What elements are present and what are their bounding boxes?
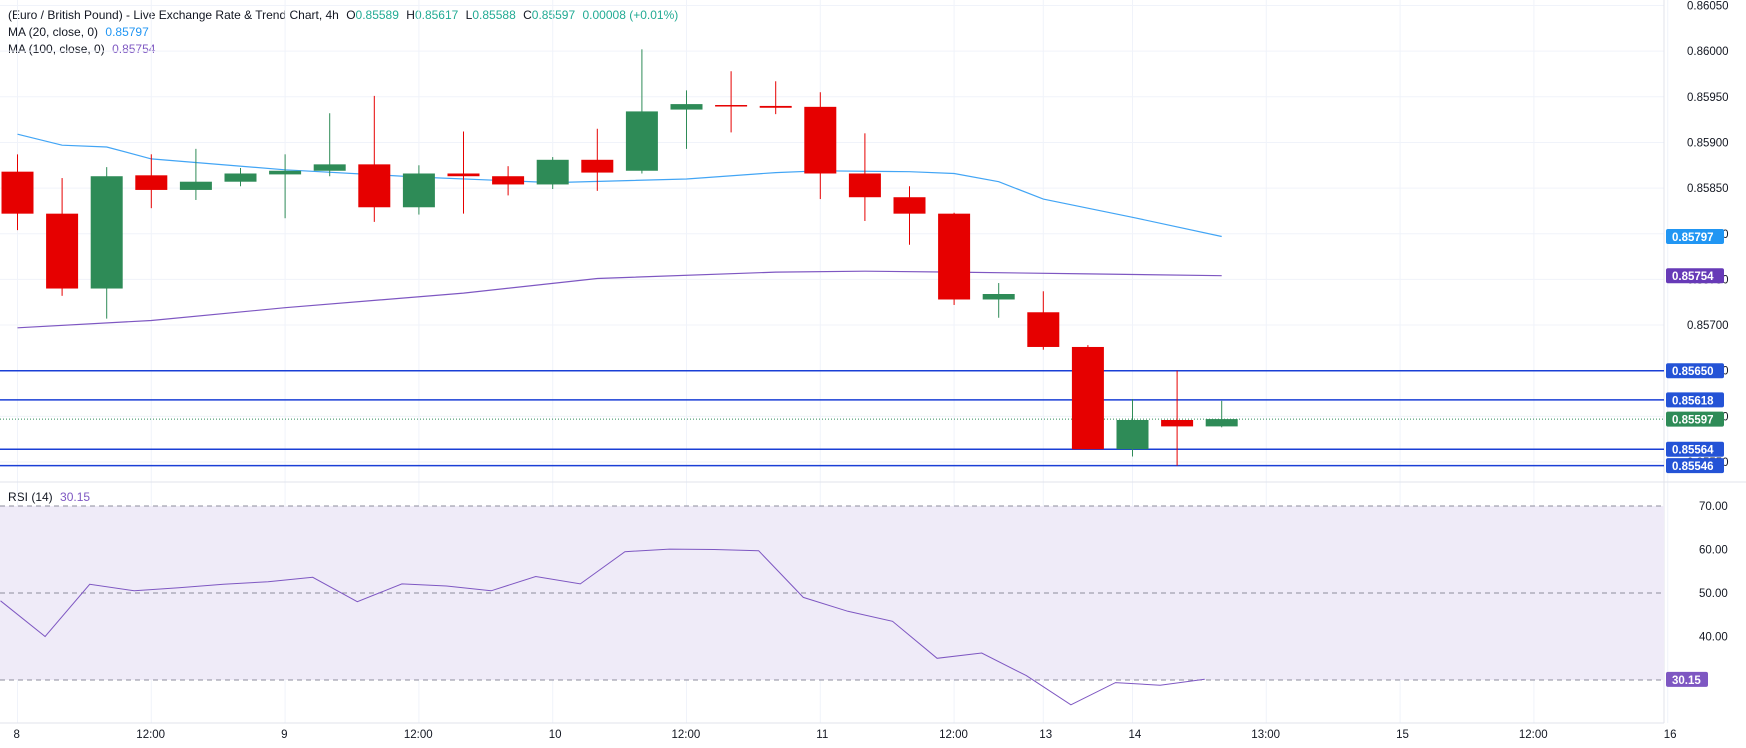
rsi-label: RSI (14): [8, 490, 53, 504]
time-tick-label: 12:00: [939, 729, 968, 741]
candle-body: [1, 171, 34, 214]
ma20-label: MA (20, close, 0): [8, 25, 99, 39]
rsi-tick-label: 50.00: [1699, 588, 1728, 600]
candle-body: [447, 173, 480, 177]
low-label: L0.85588: [465, 8, 516, 22]
candle-body: [269, 170, 302, 175]
candle-body: [90, 176, 123, 289]
rsi-value: 30.15: [60, 490, 91, 504]
price-tick-label: 0.85900: [1687, 137, 1729, 149]
price-axis-badge-text: 0.85797: [1672, 232, 1714, 244]
price-tick-label: 0.85700: [1687, 320, 1729, 332]
candle-body: [224, 173, 257, 182]
price-axis-badge: [1666, 392, 1724, 408]
candle-body: [848, 173, 881, 198]
price-axis-badge: [1666, 458, 1724, 474]
ma100-value: 0.85754: [112, 42, 156, 56]
time-tick-label: 8: [14, 729, 20, 741]
price-axis-badge-text: 0.85754: [1672, 271, 1714, 283]
price-tick-label: 0.86050: [1687, 1, 1729, 13]
time-tick-label: 12:00: [404, 729, 433, 741]
rsi-axis-badge-text: 30.15: [1672, 675, 1701, 687]
price-tick-label: 0.86000: [1687, 46, 1729, 58]
ma100-label: MA (100, close, 0): [8, 42, 105, 56]
time-tick-label: 12:00: [672, 729, 701, 741]
candle-body: [893, 197, 926, 214]
candle-body: [536, 159, 569, 185]
candle-body: [402, 173, 435, 208]
rsi-axis-badge: [1666, 671, 1708, 687]
price-axis-badge: [1666, 441, 1724, 457]
candle-body: [670, 104, 703, 110]
symbol-title: (Euro / British Pound) - Live Exchange R…: [8, 8, 339, 22]
time-tick-label: 14: [1129, 729, 1142, 741]
price-axis-badge: [1666, 228, 1724, 244]
rsi-tick-label: 70.00: [1699, 501, 1728, 513]
time-tick-label: 13:00: [1251, 729, 1280, 741]
change-value: 0.00008 (+0.01%): [582, 8, 679, 22]
candle-body: [625, 111, 658, 171]
time-tick-label: 15: [1396, 729, 1409, 741]
price-axis-badge-text: 0.85564: [1672, 445, 1714, 457]
price-axis-badge-text: 0.85597: [1672, 415, 1714, 427]
candle-body: [313, 164, 346, 171]
candle-body: [938, 213, 971, 300]
candle-body: [492, 176, 525, 185]
candle-body: [179, 181, 212, 190]
rsi-line: [0, 548, 1205, 706]
price-tick-label: 0.85850: [1687, 183, 1729, 195]
candle-body: [982, 294, 1015, 300]
time-tick-label: 9: [281, 729, 287, 741]
price-axis-badge-text: 0.85618: [1672, 395, 1714, 407]
time-tick-label: 13: [1039, 729, 1052, 741]
price-axis-badge-text: 0.85546: [1672, 461, 1714, 473]
ma20-legend[interactable]: MA (20, close, 0) 0.85797: [8, 25, 153, 39]
price-axis-badge: [1666, 363, 1724, 379]
close-label: C0.85597: [523, 8, 576, 22]
time-tick-label: 12:00: [1519, 729, 1548, 741]
candle-body: [581, 159, 614, 173]
candle-body: [1071, 346, 1104, 450]
price-axis-badge: [1666, 268, 1724, 284]
candle-body: [135, 175, 168, 190]
ma100-legend[interactable]: MA (100, close, 0) 0.85754: [8, 42, 159, 56]
ma20-value: 0.85797: [105, 25, 149, 39]
ma20-line: [17, 133, 1222, 238]
candle-body: [1116, 420, 1149, 450]
chart-legend-title-row: (Euro / British Pound) - Live Exchange R…: [8, 8, 682, 22]
candle-body: [46, 213, 79, 289]
high-label: H0.85617: [406, 8, 459, 22]
rsi-legend[interactable]: RSI (14) 30.15: [8, 490, 94, 504]
time-tick-label: 16: [1664, 729, 1677, 741]
candle-body: [1205, 419, 1238, 427]
rsi-tick-label: 60.00: [1699, 545, 1728, 557]
price-tick-label: 0.85950: [1687, 92, 1729, 104]
candle-body: [1161, 420, 1194, 427]
candle-body: [759, 105, 792, 108]
price-axis-badge-text: 0.85650: [1672, 366, 1714, 378]
time-tick-label: 12:00: [136, 729, 165, 741]
ma100-line: [17, 270, 1222, 329]
candle-body: [804, 106, 837, 174]
candle-body: [358, 164, 391, 208]
candle-body: [715, 105, 748, 107]
time-tick-label: 10: [549, 729, 562, 741]
price-axis-badge: [1666, 411, 1724, 427]
open-label: O0.85589: [346, 8, 399, 22]
rsi-tick-label: 40.00: [1699, 632, 1728, 644]
candle-body: [1027, 312, 1060, 347]
time-tick-label: 11: [816, 729, 828, 741]
